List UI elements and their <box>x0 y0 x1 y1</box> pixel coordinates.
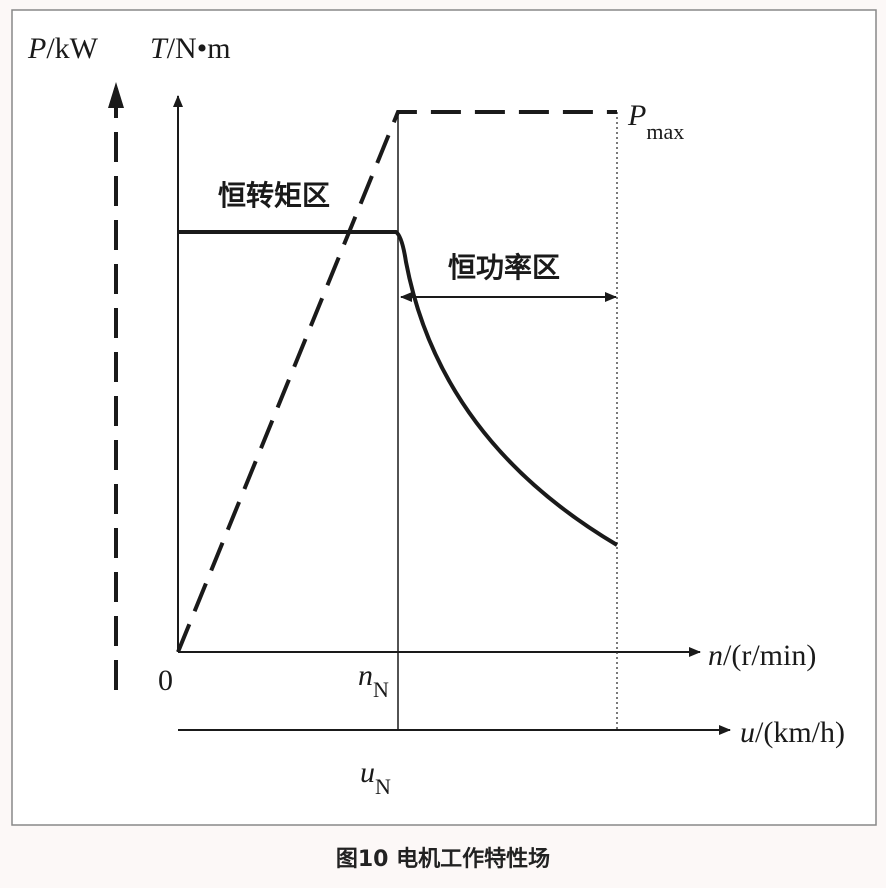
t-axis-label: T/N•m <box>150 32 231 65</box>
p-axis-arrow <box>108 82 124 108</box>
u-axis-label: u/(km/h) <box>740 716 845 749</box>
n-axis-label: n/(r/min) <box>708 639 816 672</box>
caption: 图10 电机工作特性场 <box>336 846 550 872</box>
frame <box>11 9 877 826</box>
constant-torque-label: 恒转矩区 <box>218 179 330 212</box>
p-axis-label: P/kW <box>27 32 99 65</box>
constant-power-label: 恒功率区 <box>448 251 560 284</box>
p-max-label: Pmax <box>627 99 684 144</box>
power-curve <box>176 110 617 653</box>
n-rated-label: nN <box>358 659 389 702</box>
u-rated-label: uN <box>360 756 391 799</box>
origin-label: 0 <box>158 664 173 697</box>
torque-curve <box>178 230 619 547</box>
